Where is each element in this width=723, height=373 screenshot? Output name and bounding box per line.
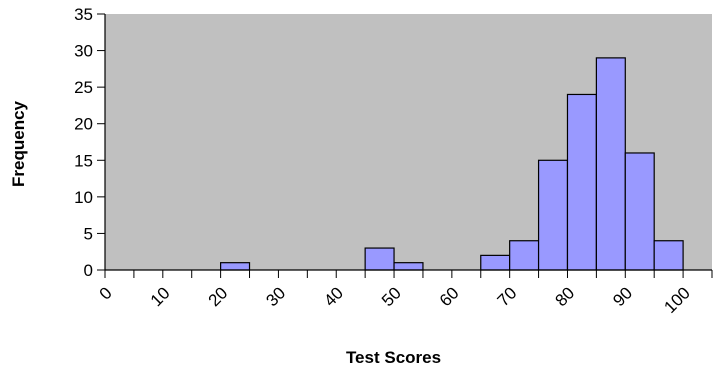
- y-tick-label: 5: [84, 224, 93, 243]
- x-tick-label: 30: [262, 283, 289, 310]
- histogram-bar: [624, 152, 655, 271]
- histogram-bar: [220, 262, 251, 271]
- x-tick-label: 0: [96, 283, 116, 303]
- histogram-bar: [393, 262, 424, 271]
- histogram-bar: [566, 93, 597, 271]
- x-tick-labels: 0 10 20 30 40 50 60 70 80 90 100: [96, 283, 694, 316]
- y-tick-label: 20: [74, 115, 93, 134]
- y-tick-label: 30: [74, 42, 93, 61]
- x-tick-label: 90: [609, 283, 636, 310]
- y-tick-label: 10: [74, 188, 93, 207]
- x-axis-title: Test Scores: [346, 348, 441, 367]
- x-tick-label: 50: [378, 283, 405, 310]
- histogram-bar: [595, 57, 626, 271]
- x-tick-label: 60: [436, 283, 463, 310]
- histogram-bar: [537, 159, 569, 271]
- histogram-bar: [364, 247, 395, 271]
- x-tick-label: 20: [205, 283, 232, 310]
- y-tick-label: 35: [74, 5, 93, 24]
- histogram-bar: [509, 240, 540, 271]
- x-tick-label: 100: [660, 283, 693, 316]
- x-tick-label: 40: [320, 283, 347, 310]
- histogram-bar: [480, 254, 511, 271]
- bars-group: [220, 57, 684, 271]
- y-tick-labels: 0 5 10 15 20 25 30 35: [74, 5, 93, 280]
- histogram-bar: [653, 240, 684, 271]
- y-tick-label: 15: [74, 151, 93, 170]
- x-tick-label: 80: [551, 283, 578, 310]
- y-tick-label: 25: [74, 78, 93, 97]
- y-axis-title: Frequency: [9, 100, 28, 187]
- y-tick-label: 0: [84, 261, 93, 280]
- axes-group: [97, 13, 713, 278]
- x-tick-label: 10: [147, 283, 174, 310]
- x-tick-label: 70: [494, 283, 521, 310]
